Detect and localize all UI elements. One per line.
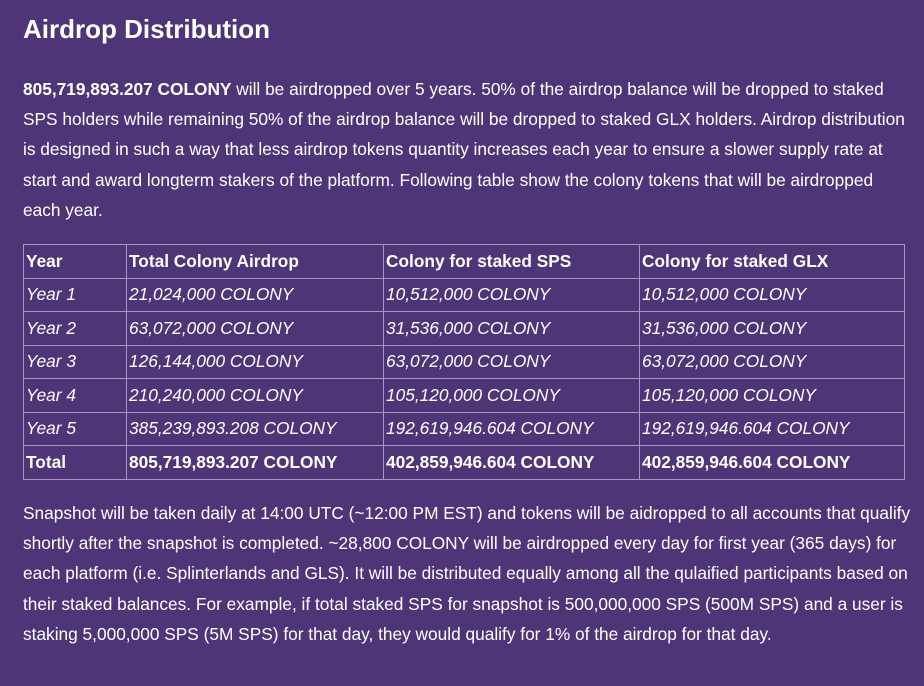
cell-staked-sps: 31,536,000 COLONY	[383, 311, 640, 346]
cell-staked-glx: 10,512,000 COLONY	[639, 277, 905, 312]
cell-staked-sps: 192,619,946.604 COLONY	[383, 411, 640, 446]
total-staked-sps: 402,859,946.604 COLONY	[383, 445, 640, 480]
cell-total-airdrop: 126,144,000 COLONY	[126, 344, 384, 379]
cell-total-airdrop: 21,024,000 COLONY	[126, 277, 384, 312]
cell-staked-sps: 63,072,000 COLONY	[383, 344, 640, 379]
table-header-row: Year Total Colony Airdrop Colony for sta…	[23, 244, 905, 279]
header-total-airdrop: Total Colony Airdrop	[126, 244, 384, 279]
cell-total-airdrop: 210,240,000 COLONY	[126, 378, 384, 413]
cell-staked-glx: 31,536,000 COLONY	[639, 311, 905, 346]
cell-year: Year 3	[23, 344, 127, 379]
table-row: Year 2 63,072,000 COLONY 31,536,000 COLO…	[23, 311, 905, 346]
cell-total-airdrop: 385,239,893.208 COLONY	[126, 411, 384, 446]
intro-text: will be airdropped over 5 years. 50% of …	[23, 79, 905, 220]
table-total-row: Total 805,719,893.207 COLONY 402,859,946…	[23, 445, 905, 480]
cell-total-airdrop: 63,072,000 COLONY	[126, 311, 384, 346]
header-year: Year	[23, 244, 127, 279]
cell-year: Year 4	[23, 378, 127, 413]
snapshot-paragraph: Snapshot will be taken daily at 14:00 UT…	[23, 503, 911, 644]
cell-year: Year 5	[23, 411, 127, 446]
cell-staked-glx: 192,619,946.604 COLONY	[639, 411, 905, 446]
cell-year: Year 1	[23, 277, 127, 312]
airdrop-table: Year Total Colony Airdrop Colony for sta…	[23, 244, 905, 480]
table-row: Year 3 126,144,000 COLONY 63,072,000 COL…	[23, 344, 905, 379]
total-airdrop: 805,719,893.207 COLONY	[126, 445, 384, 480]
total-staked-glx: 402,859,946.604 COLONY	[639, 445, 905, 480]
cell-year: Year 2	[23, 311, 127, 346]
table-row: Year 4 210,240,000 COLONY 105,120,000 CO…	[23, 378, 905, 413]
total-label: Total	[23, 445, 127, 480]
cell-staked-glx: 63,072,000 COLONY	[639, 344, 905, 379]
page-title: Airdrop Distribution	[23, 14, 270, 44]
cell-staked-glx: 105,120,000 COLONY	[639, 378, 905, 413]
table-row: Year 1 21,024,000 COLONY 10,512,000 COLO…	[23, 277, 905, 312]
intro-amount: 805,719,893.207 COLONY	[23, 79, 232, 99]
intro-paragraph: 805,719,893.207 COLONY will be airdroppe…	[23, 74, 909, 225]
table-row: Year 5 385,239,893.208 COLONY 192,619,94…	[23, 411, 905, 446]
cell-staked-sps: 105,120,000 COLONY	[383, 378, 640, 413]
header-staked-glx: Colony for staked GLX	[639, 244, 905, 279]
header-staked-sps: Colony for staked SPS	[383, 244, 640, 279]
cell-staked-sps: 10,512,000 COLONY	[383, 277, 640, 312]
